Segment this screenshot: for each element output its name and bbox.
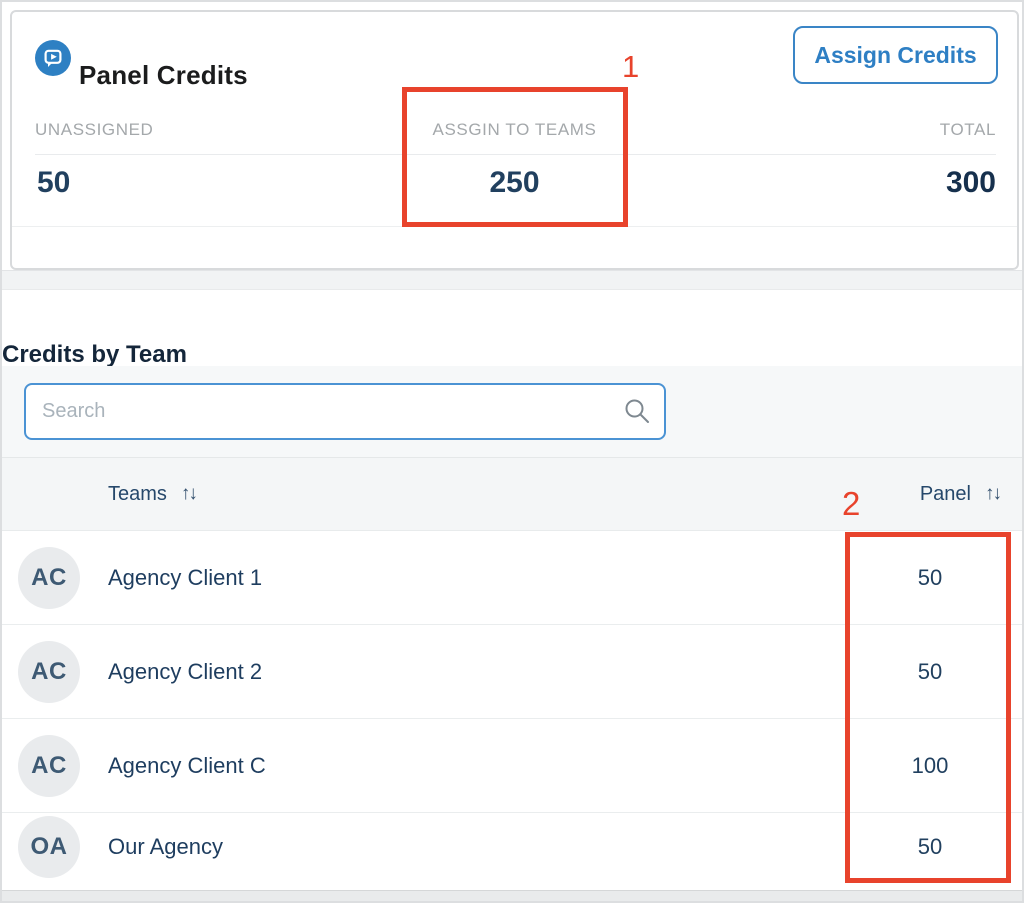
annotation-number-2: 2 [842, 485, 861, 522]
avatar: OA [18, 815, 80, 878]
stat-value-unassigned: 50 [37, 166, 71, 199]
sort-arrows-icon[interactable]: ↑↓ [985, 483, 1002, 504]
teams-header-label: Teams [108, 482, 167, 505]
annotation-box-1 [402, 87, 628, 227]
credits-by-team-title: Credits by Team [2, 340, 187, 368]
search-input[interactable] [24, 383, 666, 440]
annotation-box-2 [845, 532, 1011, 883]
column-header-panel[interactable]: Panel ↑↓ [919, 458, 1002, 530]
panel-credits-value: 50 [917, 564, 943, 590]
table-header-row: Teams ↑↓ Panel ↑↓ [2, 458, 1022, 531]
panel-credits-value: 50 [917, 658, 943, 684]
table-row[interactable]: AC Agency Client C 100 [2, 719, 1022, 813]
team-name: Our Agency [108, 833, 223, 859]
avatar: AC [18, 640, 80, 703]
stat-label-unassigned: UNASSIGNED [35, 120, 154, 139]
teams-table-body: AC Agency Client 1 50 AC Agency Client 2… [2, 531, 1022, 890]
stat-value-total: 300 [945, 166, 996, 199]
team-name: Agency Client 1 [108, 564, 263, 590]
panel-credits-chat-play-icon [35, 40, 71, 76]
search-icon [623, 397, 651, 425]
column-header-teams[interactable]: Teams ↑↓ [108, 458, 198, 530]
stat-value-assigned-to-teams: 250 [489, 166, 540, 199]
annotation-number-1: 1 [622, 49, 640, 84]
sort-arrows-icon[interactable]: ↑↓ [180, 483, 198, 504]
avatar: AC [18, 734, 80, 797]
avatar: AC [18, 546, 80, 609]
section-gap-band [2, 270, 1022, 290]
table-row[interactable]: AC Agency Client 2 50 [2, 625, 1022, 719]
panel-credits-value: 100 [911, 752, 949, 778]
stats-divider [35, 154, 996, 155]
assign-credits-button[interactable]: Assign Credits [793, 26, 998, 84]
stat-label-assigned-to-teams: ASSGIN TO TEAMS [432, 120, 597, 139]
table-row[interactable]: OA Our Agency 50 [2, 813, 1022, 890]
panel-header-label: Panel [919, 482, 971, 505]
team-name: Agency Client C [108, 752, 266, 778]
table-row[interactable]: AC Agency Client 1 50 [2, 531, 1022, 625]
page-title: Panel Credits [79, 60, 248, 91]
cropped-bottom-strip [0, 890, 1024, 903]
stat-label-total: TOTAL [939, 120, 996, 139]
search-panel [2, 366, 1022, 458]
panel-credits-value: 50 [917, 833, 943, 859]
team-name: Agency Client 2 [108, 658, 263, 684]
